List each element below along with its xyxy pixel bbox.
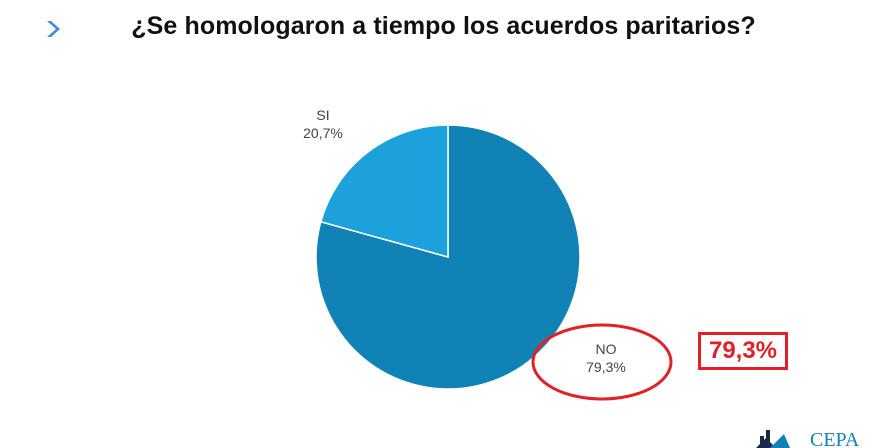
slice-label-no: NO	[596, 341, 617, 357]
slice-value-label-si: 20,7%	[303, 125, 343, 141]
slice-value-label-no: 79,3%	[586, 359, 626, 375]
pie-labels: NO 79,3% SI 20,7%	[303, 107, 626, 375]
chevron-right-icon	[47, 21, 60, 37]
highlight-value-box: 79,3%	[698, 332, 788, 370]
pie-slice-si	[319, 124, 449, 258]
slice-label-si: SI	[316, 107, 329, 123]
logo-text: CEPA	[810, 429, 860, 448]
chart-title: ¿Se homologaron a tiempo los acuerdos pa…	[131, 12, 756, 40]
highlight-ellipse	[531, 323, 673, 401]
pie-slices	[315, 124, 581, 390]
cepa-logo-icon: CEPA	[756, 429, 860, 448]
